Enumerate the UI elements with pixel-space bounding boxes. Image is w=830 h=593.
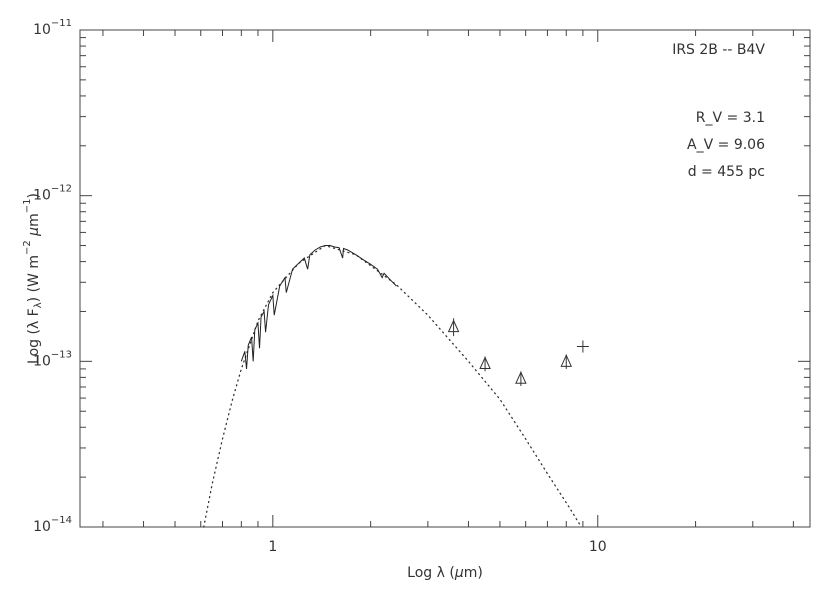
annotation: A_V = 9.06 xyxy=(687,137,765,153)
x-tick-label: 1 xyxy=(268,539,277,555)
y-tick-label: 10−12 xyxy=(33,184,72,204)
annotation: R_V = 3.1 xyxy=(696,110,765,126)
model-curve xyxy=(203,244,582,528)
x-axis-label: Log λ (μm) xyxy=(407,565,483,581)
x-tick-label: 10 xyxy=(589,539,607,555)
label-part: ) xyxy=(26,193,42,198)
label-part: μ xyxy=(26,227,42,237)
y-tick-label: 10−13 xyxy=(33,349,72,369)
label-part: m xyxy=(26,213,42,227)
y-tick-base: 10 xyxy=(33,353,51,369)
y-tick-label: 10−11 xyxy=(33,18,72,38)
label-part: −2 xyxy=(22,240,33,255)
annotation: d = 455 pc xyxy=(688,164,765,180)
spectrum-line xyxy=(240,245,397,369)
y-axis-label: Log (λ Fλ) (W m−2 μm−1) xyxy=(22,193,44,364)
label-part: m) xyxy=(464,565,483,581)
annotation: IRS 2B -- B4V xyxy=(672,42,765,58)
label-part: λ xyxy=(33,302,44,308)
label-part: μ xyxy=(454,565,464,581)
label-part: ) (W m xyxy=(26,255,42,302)
y-tick-base: 10 xyxy=(33,22,51,38)
y-tick-base: 10 xyxy=(33,188,51,204)
label-part: Log λ ( xyxy=(407,565,455,581)
y-tick-base: 10 xyxy=(33,519,51,535)
y-tick-label: 10−14 xyxy=(33,515,72,535)
y-tick-exponent: −11 xyxy=(51,18,72,29)
y-tick-exponent: −13 xyxy=(51,349,72,360)
plot-frame xyxy=(79,29,811,528)
plus-marker xyxy=(576,340,589,353)
label-part: Log (λ F xyxy=(26,308,42,364)
label-part: −1 xyxy=(22,199,33,214)
y-tick-exponent: −12 xyxy=(51,184,72,195)
y-tick-exponent: −14 xyxy=(51,515,72,526)
